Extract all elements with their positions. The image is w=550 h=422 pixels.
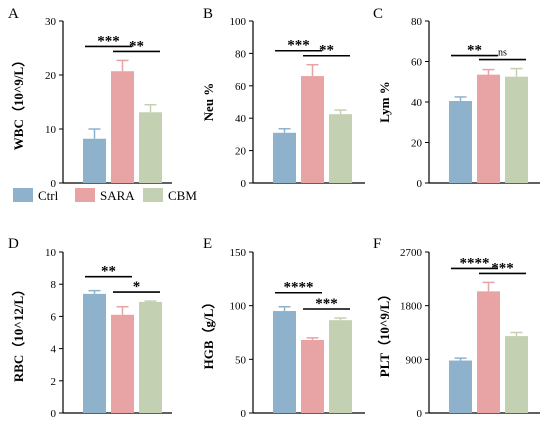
- bar-ctrl: [273, 311, 296, 413]
- y-tick-label: 900: [406, 354, 423, 366]
- y-tick-label: 150: [230, 247, 247, 259]
- bar-sara: [301, 340, 324, 413]
- panel-letter: A: [8, 6, 19, 22]
- y-axis-title: HGB（g/L）: [201, 296, 216, 370]
- significance-label: **: [129, 38, 144, 54]
- y-tick-label: 0: [51, 178, 57, 190]
- bar-cbm: [329, 114, 352, 183]
- y-tick-label: 0: [241, 408, 247, 420]
- significance-label: ****: [284, 280, 314, 296]
- y-tick-label: 4: [51, 344, 57, 356]
- bar-ctrl: [273, 132, 296, 183]
- bar-ctrl: [83, 138, 106, 183]
- y-tick-label: 30: [45, 16, 57, 28]
- y-tick-label: 60: [235, 81, 247, 93]
- bar-cbm: [139, 112, 162, 183]
- legend-label-sara: SARA: [100, 188, 135, 203]
- y-axis-title: WBC（10^9/L）: [11, 54, 26, 150]
- bar-cbm: [139, 301, 162, 413]
- significance-label: **: [319, 43, 334, 59]
- bar-sara: [477, 291, 500, 413]
- y-tick-label: 100: [230, 301, 247, 313]
- bar-ctrl: [449, 100, 472, 183]
- legend: Ctrl SARA CBM: [13, 188, 197, 203]
- panel-c: C 0 20 40 60 80 Lym % ** ns: [373, 6, 540, 190]
- y-axis-title: Neu %: [201, 83, 216, 122]
- y-tick-label: 40: [411, 97, 423, 109]
- y-tick-label: 10: [45, 124, 57, 136]
- y-tick-label: 40: [235, 113, 247, 125]
- significance-label: **: [101, 264, 116, 280]
- panel-letter: D: [8, 236, 19, 252]
- panel-letter: C: [373, 6, 383, 22]
- panel-letter: B: [203, 6, 213, 22]
- bar-ctrl: [449, 360, 472, 413]
- y-tick-label: 20: [45, 70, 57, 82]
- significance-label: *: [133, 279, 141, 295]
- significance-label: **: [467, 43, 482, 59]
- legend-swatch-sara: [75, 188, 95, 202]
- bar-sara: [111, 71, 134, 183]
- bar-cbm: [329, 320, 352, 413]
- significance-label: ***: [491, 260, 514, 276]
- legend-label-cbm: CBM: [168, 188, 197, 203]
- significance-label: ***: [315, 296, 338, 312]
- y-tick-label: 20: [235, 146, 247, 158]
- bar-cbm: [505, 336, 528, 413]
- y-tick-label: 100: [230, 16, 247, 28]
- panel-letter: F: [373, 236, 381, 252]
- legend-label-ctrl: Ctrl: [38, 188, 59, 203]
- y-tick-label: 50: [235, 354, 247, 366]
- bar-sara: [477, 74, 500, 183]
- y-axis-title: RBC（10^12/L）: [11, 283, 26, 382]
- y-tick-label: 6: [51, 311, 57, 323]
- significance-label: ns: [498, 48, 507, 59]
- bar-sara: [301, 76, 324, 183]
- bar-cbm: [505, 76, 528, 183]
- y-tick-label: 0: [51, 408, 57, 420]
- y-tick-label: 0: [417, 178, 423, 190]
- significance-label: ***: [97, 33, 120, 49]
- y-tick-label: 80: [411, 16, 423, 28]
- y-tick-label: 1800: [400, 301, 423, 313]
- panel-e: E 0 50 100 150 HGB（g/L） *******: [201, 236, 365, 420]
- bar-ctrl: [83, 293, 106, 413]
- y-axis-title: PLT（10^9/L）: [377, 288, 392, 377]
- y-tick-label: 0: [417, 408, 423, 420]
- y-tick-label: 80: [235, 48, 247, 60]
- y-tick-label: 20: [411, 138, 423, 150]
- y-tick-label: 0: [241, 178, 247, 190]
- significance-label: ****: [460, 255, 490, 271]
- y-tick-label: 2700: [400, 247, 423, 259]
- y-tick-label: 10: [45, 247, 57, 259]
- y-axis-title: Lym %: [377, 81, 392, 123]
- legend-swatch-cbm: [143, 188, 163, 202]
- y-tick-label: 60: [411, 57, 423, 69]
- y-tick-label: 2: [51, 376, 57, 388]
- bar-sara: [111, 314, 134, 413]
- panel-f: F 0 900 1800 2700 PLT（10^9/L） **** ***: [373, 236, 540, 420]
- legend-swatch-ctrl: [13, 188, 33, 202]
- significance-label: ***: [287, 38, 310, 54]
- panel-letter: E: [203, 236, 212, 252]
- y-tick-label: 8: [51, 279, 57, 291]
